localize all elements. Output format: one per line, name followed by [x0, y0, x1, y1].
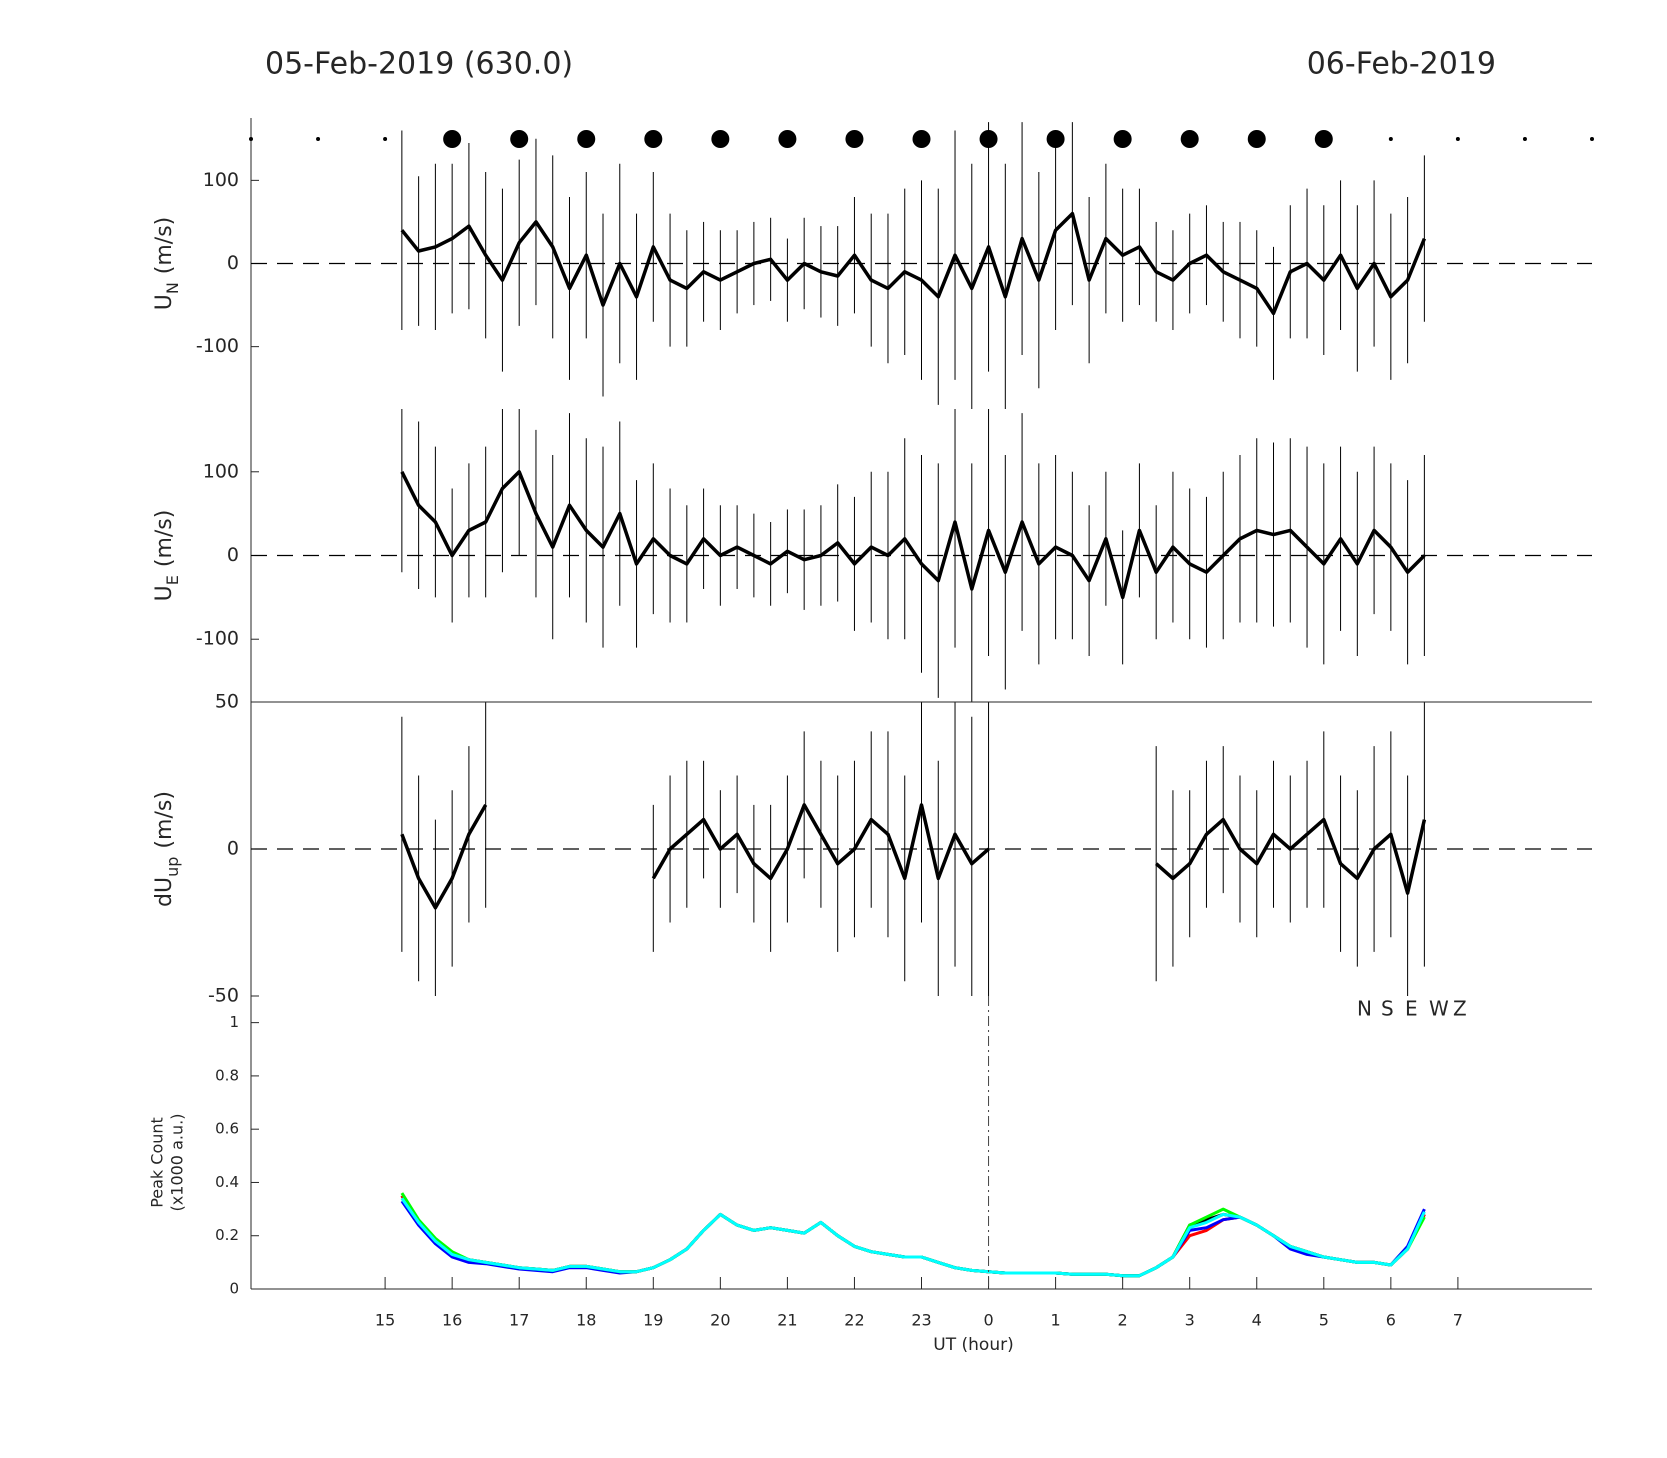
- sky-marker: [577, 130, 596, 148]
- sky-marker: [1388, 137, 1393, 141]
- y-label-main: U: [152, 294, 177, 310]
- x-tick-label: 6: [1386, 1311, 1396, 1330]
- x-tick-label: 19: [643, 1311, 663, 1330]
- x-tick-label: 3: [1185, 1311, 1195, 1330]
- y-label-unit: (m/s): [152, 217, 177, 274]
- sky-marker: [249, 137, 253, 141]
- data-line: [400, 470, 1426, 600]
- y-label-main: U: [152, 585, 177, 601]
- sky-marker: [1180, 130, 1199, 148]
- sky-marker: [1522, 137, 1527, 141]
- y-label-sub: N: [163, 282, 182, 294]
- legend-entry: Z: [1453, 997, 1467, 1021]
- y-tick-label: 0.4: [215, 1173, 239, 1191]
- data-line: [400, 211, 1427, 316]
- panel: [400, 1192, 1426, 1278]
- x-tick-label: 5: [1319, 1311, 1329, 1330]
- sky-marker: [1455, 137, 1460, 141]
- sky-marker: [845, 130, 864, 148]
- sky-marker: [1590, 137, 1594, 141]
- sky-marker: [778, 130, 797, 148]
- y-tick-label: 50: [215, 691, 239, 713]
- sky-marker: [1314, 130, 1333, 148]
- x-tick-label: 20: [710, 1311, 730, 1330]
- y-label-main: dU: [152, 877, 177, 907]
- x-tick-label: 17: [509, 1311, 529, 1330]
- legend-entry: W: [1429, 997, 1449, 1021]
- y-tick-label: 0.6: [215, 1120, 239, 1138]
- panel: [400, 409, 1426, 702]
- y-tick-label: 0: [227, 252, 239, 274]
- y-axis-label: UE (m/s): [152, 510, 182, 602]
- sky-marker: [316, 137, 321, 141]
- x-tick-label: 0: [983, 1311, 993, 1330]
- y-label-unit: (m/s): [152, 791, 177, 848]
- x-tick-label: 16: [442, 1311, 462, 1330]
- sky-marker: [443, 130, 462, 148]
- sky-marker: [510, 130, 529, 148]
- sky-marker: [979, 130, 998, 148]
- y-label-sub: E: [163, 575, 182, 585]
- legend-entry: N: [1357, 997, 1372, 1021]
- y-tick-label: 0.8: [215, 1066, 239, 1084]
- legend-entry: S: [1381, 997, 1394, 1021]
- x-tick-label: 1: [1051, 1311, 1061, 1330]
- x-tick-label: 2: [1118, 1311, 1128, 1330]
- y-axis-label: dUup (m/s): [152, 791, 182, 907]
- y-tick-label: -50: [208, 985, 239, 1007]
- sky-marker: [1113, 130, 1132, 148]
- sky-marker: [383, 137, 388, 141]
- y-tick-label: 0: [229, 1280, 239, 1298]
- sky-marker: [711, 130, 730, 148]
- legend-entry: E: [1405, 997, 1418, 1021]
- y-axis-label: Peak Count: [148, 1117, 167, 1208]
- x-tick-label: 23: [911, 1311, 931, 1330]
- sky-marker: [644, 130, 663, 148]
- x-tick-label: 21: [777, 1311, 797, 1330]
- title-right: 06-Feb-2019: [1307, 47, 1496, 82]
- y-tick-label: 0: [227, 838, 239, 860]
- y-axis-label: (x1000 a.u.): [168, 1114, 187, 1212]
- sky-marker: [912, 130, 931, 148]
- y-tick-label: 100: [203, 460, 239, 482]
- y-tick-label: -100: [196, 628, 239, 650]
- y-label-unit: (m/s): [152, 510, 177, 567]
- series-line: [400, 1197, 1426, 1278]
- x-axis-label: UT (hour): [933, 1335, 1013, 1355]
- y-tick-label: -100: [196, 335, 239, 357]
- y-axis-label: UN (m/s): [152, 217, 182, 311]
- y-tick-label: 0.2: [215, 1226, 239, 1244]
- x-tick-label: 22: [844, 1311, 864, 1330]
- y-label-sub: up: [163, 857, 182, 877]
- x-tick-label: 18: [576, 1311, 596, 1330]
- y-tick-label: 0: [227, 544, 239, 566]
- x-tick-label: 15: [375, 1311, 395, 1330]
- y-tick-label: 100: [203, 169, 239, 191]
- data-line: [400, 803, 1427, 910]
- sky-marker: [1046, 130, 1065, 148]
- title-left: 05-Feb-2019 (630.0): [265, 47, 573, 82]
- sky-marker: [1247, 130, 1266, 148]
- y-tick-label: 1: [229, 1013, 239, 1031]
- x-tick-label: 4: [1252, 1311, 1262, 1330]
- x-tick-label: 7: [1453, 1311, 1463, 1330]
